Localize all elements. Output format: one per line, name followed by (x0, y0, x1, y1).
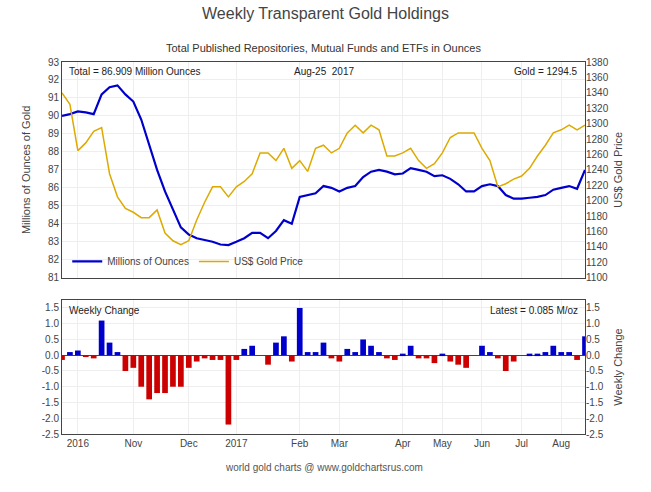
svg-text:83: 83 (48, 236, 60, 247)
svg-text:-1.5: -1.5 (586, 397, 604, 408)
svg-text:Apr: Apr (395, 438, 411, 449)
svg-text:0.5: 0.5 (45, 334, 59, 345)
svg-text:1.5: 1.5 (586, 302, 600, 313)
svg-text:Feb: Feb (291, 438, 309, 449)
svg-text:-2.0: -2.0 (42, 413, 60, 424)
svg-text:87: 87 (48, 164, 60, 175)
svg-text:1.5: 1.5 (45, 302, 59, 313)
svg-text:1160: 1160 (586, 226, 608, 237)
svg-text:-1.5: -1.5 (42, 397, 60, 408)
svg-text:84: 84 (48, 218, 60, 229)
svg-text:-1.0: -1.0 (42, 381, 60, 392)
svg-text:Weekly Change: Weekly Change (613, 328, 625, 405)
svg-text:1120: 1120 (586, 257, 608, 268)
svg-text:Mar: Mar (331, 438, 349, 449)
svg-text:2016: 2016 (67, 438, 90, 449)
svg-text:90: 90 (48, 110, 60, 121)
svg-text:81: 81 (48, 272, 60, 283)
svg-text:Millions of Ounces: Millions of Ounces (107, 256, 189, 267)
svg-text:1.0: 1.0 (45, 318, 59, 329)
svg-text:1380: 1380 (586, 57, 609, 68)
svg-text:1320: 1320 (586, 103, 609, 114)
svg-text:-0.5: -0.5 (42, 365, 60, 376)
svg-text:Weekly Change: Weekly Change (69, 305, 140, 316)
svg-text:0.0: 0.0 (586, 350, 600, 361)
svg-text:Total Published Repositories,: Total Published Repositories, Mutual Fun… (166, 42, 481, 54)
svg-text:1300: 1300 (586, 118, 609, 129)
svg-text:Jul: Jul (515, 438, 528, 449)
svg-text:1.0: 1.0 (586, 318, 600, 329)
svg-text:Gold = 1294.5: Gold = 1294.5 (514, 66, 578, 77)
svg-text:1200: 1200 (586, 195, 609, 206)
svg-text:world gold charts @ www.goldch: world gold charts @ www.goldchartsrus.co… (225, 462, 423, 473)
svg-text:85: 85 (48, 200, 60, 211)
svg-text:2017: 2017 (225, 438, 248, 449)
svg-text:-2.5: -2.5 (586, 429, 604, 440)
svg-text:1260: 1260 (586, 149, 609, 160)
svg-text:0.5: 0.5 (586, 334, 600, 345)
svg-text:86: 86 (48, 182, 60, 193)
svg-text:1360: 1360 (586, 72, 609, 83)
svg-text:Aug: Aug (552, 438, 570, 449)
svg-text:Weekly Transparent Gold Holdin: Weekly Transparent Gold Holdings (202, 5, 449, 22)
svg-text:93: 93 (48, 57, 60, 68)
svg-text:91: 91 (48, 92, 60, 103)
svg-text:1220: 1220 (586, 180, 609, 191)
svg-text:Millions of Ounces of Gold: Millions of Ounces of Gold (20, 106, 32, 234)
svg-text:-2.0: -2.0 (586, 413, 604, 424)
svg-text:Jun: Jun (474, 438, 490, 449)
svg-text:May: May (433, 438, 452, 449)
svg-text:1180: 1180 (586, 211, 608, 222)
svg-text:US$ Gold Price: US$ Gold Price (234, 256, 303, 267)
svg-text:1140: 1140 (586, 241, 608, 252)
svg-text:US$ Gold Price: US$ Gold Price (613, 132, 625, 208)
svg-text:-1.0: -1.0 (586, 381, 604, 392)
svg-text:92: 92 (48, 74, 60, 85)
svg-text:1340: 1340 (586, 87, 609, 98)
svg-text:1240: 1240 (586, 164, 609, 175)
svg-text:-2.5: -2.5 (42, 429, 60, 440)
svg-text:Nov: Nov (124, 438, 142, 449)
svg-text:88: 88 (48, 146, 60, 157)
svg-text:1280: 1280 (586, 134, 609, 145)
svg-text:Total = 86.909 Million Ounces: Total = 86.909 Million Ounces (69, 66, 200, 77)
svg-text:-0.5: -0.5 (586, 365, 604, 376)
svg-text:Latest = 0.085 M/oz: Latest = 0.085 M/oz (490, 305, 578, 316)
svg-text:Aug-25 2017: Aug-25 2017 (294, 66, 354, 77)
svg-text:89: 89 (48, 128, 60, 139)
svg-text:1100: 1100 (586, 272, 608, 283)
svg-text:82: 82 (48, 254, 60, 265)
svg-text:Dec: Dec (180, 438, 198, 449)
svg-text:0.0: 0.0 (45, 350, 59, 361)
